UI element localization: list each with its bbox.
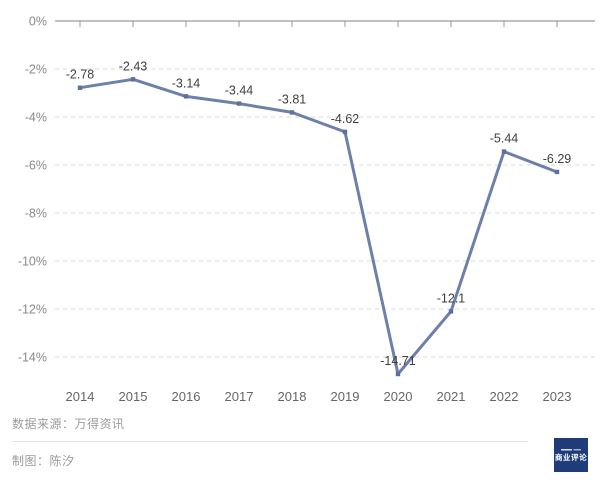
x-tick-label: 2019 — [331, 389, 360, 404]
data-label: -3.81 — [278, 92, 307, 106]
publisher-logo: 商业评论 — [555, 439, 587, 471]
x-tick-label: 2017 — [225, 389, 254, 404]
footer-text-block: 数据来源：万得资讯 制图：陈汐 — [12, 410, 528, 469]
data-point — [395, 371, 401, 377]
line-chart-canvas: 0% -2% -4% -6% -8% -10% -12% -14% 2014 2015 2016 20… — [18, 15, 595, 404]
y-tick-label: -6% — [25, 159, 47, 173]
y-tick-label: -8% — [25, 207, 47, 221]
data-point — [554, 169, 560, 175]
data-label: -14.71 — [380, 354, 415, 368]
y-tick-label: -4% — [25, 111, 47, 125]
data-label: -12.1 — [437, 291, 466, 305]
data-point — [130, 77, 136, 82]
x-tick-label: 2018 — [278, 389, 307, 404]
y-tick-label: -10% — [18, 255, 47, 269]
chart-credit-label: 制图：陈汐 — [12, 454, 75, 468]
data-point — [342, 129, 348, 135]
x-tick-label: 2014 — [66, 389, 95, 404]
x-tick-label: 2020 — [384, 389, 413, 404]
data-label: -2.43 — [119, 59, 148, 73]
y-tick-label: -14% — [18, 351, 47, 365]
data-label: -5.44 — [490, 132, 519, 146]
logo-text: 商业评论 — [554, 453, 588, 462]
data-label: -2.78 — [66, 68, 95, 82]
x-tick-label: 2021 — [437, 389, 466, 404]
data-point — [289, 110, 295, 115]
x-tick-label: 2015 — [119, 389, 148, 404]
y-tick-label: -12% — [18, 303, 47, 317]
x-tick-label: 2022 — [490, 389, 519, 404]
data-point — [501, 149, 507, 154]
data-label: -3.44 — [225, 84, 254, 98]
data-label: -3.14 — [172, 76, 201, 90]
data-point — [183, 94, 189, 99]
data-point — [236, 101, 242, 106]
y-tick-label: 0% — [29, 15, 47, 29]
data-point — [448, 309, 454, 314]
logo-small-text-bars — [561, 448, 581, 452]
x-tick-label: 2023 — [543, 389, 572, 404]
footer: 数据来源：万得资讯 制图：陈汐 商业评论 — [0, 410, 600, 485]
x-tick-label: 2016 — [172, 389, 201, 404]
data-label: -4.62 — [331, 112, 360, 126]
data-line — [78, 77, 559, 376]
data-label: -6.29 — [543, 152, 572, 166]
line-chart: 0% -2% -4% -6% -8% -10% -12% -14% 2014 2015 2016 20… — [18, 15, 595, 404]
y-tick-label: -2% — [25, 63, 47, 77]
data-source-label: 数据来源：万得资讯 — [12, 417, 125, 431]
footer-divider — [12, 441, 528, 442]
data-point — [77, 85, 83, 90]
